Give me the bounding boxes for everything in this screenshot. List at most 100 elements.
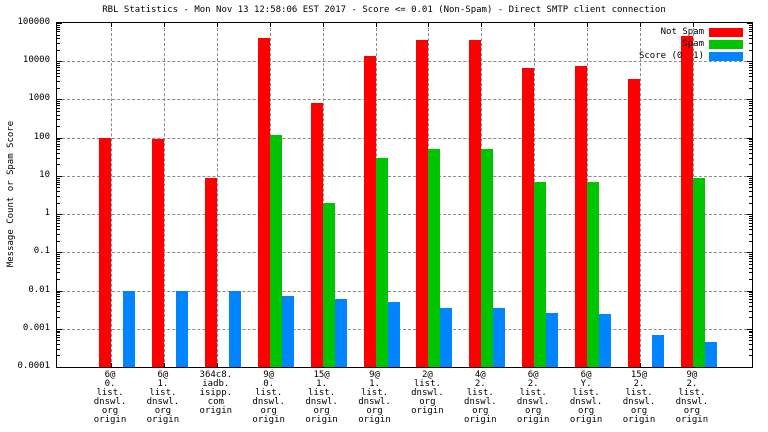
y-major-tick <box>747 99 752 101</box>
y-minor-tick <box>749 184 752 186</box>
y-minor-tick <box>57 67 60 69</box>
y-minor-tick <box>749 24 752 26</box>
y-minor-tick <box>749 49 752 51</box>
y-minor-tick <box>749 215 752 217</box>
y-minor-tick <box>57 222 60 224</box>
bar-score-0-1 <box>123 290 135 367</box>
x-axis-label: 6@ 1. list. dnswl. org origin <box>146 370 180 425</box>
x-tick <box>322 23 324 27</box>
y-minor-tick <box>749 101 752 103</box>
bar-spam <box>428 149 441 367</box>
x-axis-label: 2@ list. dnswl. org origin <box>411 370 444 416</box>
y-minor-tick <box>749 332 752 334</box>
y-minor-tick <box>749 31 752 33</box>
y-minor-tick <box>57 107 60 109</box>
y-minor-tick <box>57 272 60 274</box>
y-minor-tick <box>57 69 60 71</box>
y-tick-label: 1 <box>44 208 50 219</box>
y-major-tick <box>747 328 752 330</box>
y-minor-tick <box>57 256 60 258</box>
y-minor-tick <box>749 67 752 69</box>
y-minor-tick <box>57 296 60 298</box>
legend-row: Spam <box>639 38 743 50</box>
x-tick <box>111 23 112 27</box>
y-minor-tick <box>57 87 60 89</box>
y-minor-tick <box>749 294 752 296</box>
bar-score-0-1 <box>599 314 612 367</box>
y-minor-tick <box>57 202 60 204</box>
y-minor-tick <box>57 34 60 36</box>
x-tick <box>534 23 536 27</box>
y-minor-tick <box>57 126 60 128</box>
y-minor-tick <box>749 139 752 141</box>
y-minor-tick <box>57 258 60 260</box>
y-minor-tick <box>57 355 60 357</box>
y-minor-tick <box>57 177 60 179</box>
y-minor-tick <box>749 143 752 145</box>
y-minor-tick <box>749 76 752 78</box>
legend-swatch <box>709 39 743 49</box>
y-minor-tick <box>749 195 752 197</box>
y-minor-tick <box>57 157 60 159</box>
bar-spam <box>481 149 494 367</box>
bar-score-0-1 <box>493 307 506 367</box>
bar-score-0-1 <box>652 334 664 367</box>
bar-not-spam <box>628 78 640 367</box>
x-tick <box>692 23 694 27</box>
y-minor-tick <box>749 355 752 357</box>
vertical-gridline <box>322 23 324 367</box>
y-minor-tick <box>57 49 60 51</box>
y-minor-tick <box>57 179 60 181</box>
y-minor-tick <box>749 302 752 304</box>
x-tick <box>163 363 165 367</box>
y-tick-label: 0.0001 <box>17 361 50 371</box>
y-minor-tick <box>57 299 60 301</box>
y-minor-tick <box>749 149 752 151</box>
y-minor-tick <box>749 296 752 298</box>
y-minor-tick <box>749 220 752 222</box>
y-minor-tick <box>57 76 60 78</box>
y-minor-tick <box>57 348 60 350</box>
y-minor-tick <box>749 181 752 183</box>
y-minor-tick <box>749 38 752 40</box>
horizontal-gridline <box>57 328 752 330</box>
y-minor-tick <box>57 42 60 44</box>
y-minor-tick <box>57 240 60 242</box>
y-minor-tick <box>749 222 752 224</box>
x-axis-label: 15@ 2. list. dnswl. org origin <box>622 370 656 425</box>
horizontal-gridline <box>57 137 752 139</box>
y-minor-tick <box>749 343 752 345</box>
y-minor-tick <box>749 299 752 301</box>
y-tick-label: 100000 <box>17 17 50 27</box>
y-major-tick <box>747 61 752 63</box>
y-minor-tick <box>57 143 60 145</box>
horizontal-gridline <box>57 290 752 292</box>
bar-not-spam <box>680 36 693 367</box>
y-minor-tick <box>57 225 60 227</box>
y-minor-tick <box>749 240 752 242</box>
y-minor-tick <box>57 294 60 296</box>
y-minor-tick <box>57 119 60 121</box>
y-minor-tick <box>57 101 60 103</box>
x-tick <box>481 23 483 27</box>
y-minor-tick <box>749 272 752 274</box>
y-major-tick <box>57 23 62 24</box>
y-minor-tick <box>57 191 60 193</box>
y-minor-tick <box>749 152 752 154</box>
bar-not-spam <box>416 40 429 367</box>
y-minor-tick <box>57 263 60 265</box>
y-major-tick <box>747 137 752 139</box>
y-major-tick <box>57 99 62 101</box>
y-minor-tick <box>749 202 752 204</box>
y-minor-tick <box>57 152 60 154</box>
y-major-tick <box>747 290 752 292</box>
y-minor-tick <box>749 69 752 71</box>
bar-not-spam <box>575 65 588 367</box>
bar-score-0-1 <box>334 299 347 367</box>
y-major-tick <box>57 367 62 368</box>
x-axis-label: 364c8. iadb. isipp. com origin <box>199 370 233 416</box>
y-minor-tick <box>57 254 60 256</box>
y-minor-tick <box>57 187 60 189</box>
plot-area <box>56 22 753 368</box>
